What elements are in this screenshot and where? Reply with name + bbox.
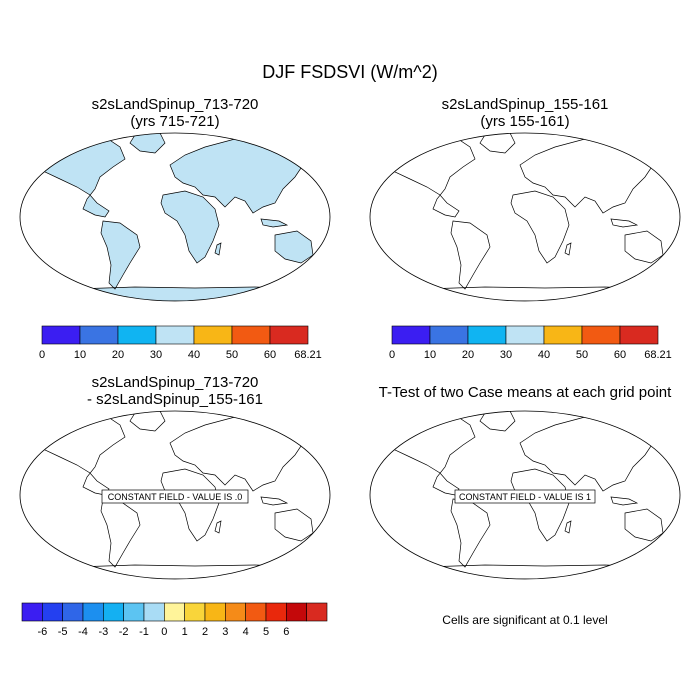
colorbar-swatch — [581, 325, 621, 345]
colorbar-tick-label: 50 — [576, 349, 588, 361]
colorbar-difference: -6 -5 -4 -3 -2 -1 0 1 2 3 4 5 6 — [21, 602, 328, 638]
panel-title-line2: - s2sLandSpinup_155-161 — [87, 391, 263, 408]
colorbar-tick-label: 3 — [222, 626, 228, 638]
panel-title-top-left: s2sLandSpinup_713-720 (yrs 715-721) — [20, 96, 330, 130]
colorbar-tick-label: 0 — [161, 626, 167, 638]
colorbar-swatch — [79, 325, 119, 345]
colorbar-swatch — [286, 602, 307, 622]
colorbar-top-left: 0 10 20 30 40 50 60 68.21 — [39, 325, 322, 361]
figure-title: DJF FSDSVI (W/m^2) — [262, 62, 438, 82]
colorbar-tick-label: -6 — [37, 626, 47, 638]
colorbar-swatch — [21, 602, 43, 622]
colorbar-top-right: 0 10 20 30 40 50 60 68.21 — [389, 325, 672, 361]
map-top-right — [369, 132, 681, 302]
panel-title-line1: s2sLandSpinup_713-720 — [91, 96, 259, 113]
colorbar-swatch — [62, 602, 84, 622]
panel-title-top-right: s2sLandSpinup_155-161 (yrs 155-161) — [370, 96, 680, 130]
colorbar-tick-label: 4 — [243, 626, 249, 638]
constant-field-box: CONSTANT FIELD - VALUE IS .0 — [101, 489, 249, 504]
colorbar-swatch — [117, 325, 157, 345]
colorbar-tick-label: 30 — [150, 349, 162, 361]
significance-note: Cells are significant at 0.1 level — [442, 613, 608, 627]
colorbar-tick-label: -4 — [78, 626, 88, 638]
colorbar-tick-label: 0 — [39, 349, 45, 361]
colorbar-tick-label: 60 — [614, 349, 626, 361]
colorbar-swatch — [467, 325, 507, 345]
colorbar-tick-label: -1 — [139, 626, 149, 638]
panel-title-line2: (yrs 155-161) — [480, 113, 570, 130]
colorbar-swatch — [619, 325, 659, 345]
constant-field-label: CONSTANT FIELD - VALUE IS .0 — [108, 492, 243, 502]
colorbar-swatch — [543, 325, 583, 345]
panel-title-line2: (yrs 715-721) — [130, 113, 220, 130]
constant-field-box: CONSTANT FIELD - VALUE IS 1 — [454, 489, 596, 504]
colorbar-tick-label: 10 — [424, 349, 436, 361]
map-bottom-left: CONSTANT FIELD - VALUE IS .0 — [19, 410, 331, 580]
colorbar-tick-label: 10 — [74, 349, 86, 361]
colorbar-swatch — [225, 602, 246, 622]
colorbar-tick-label: 2 — [202, 626, 208, 638]
colorbar-tick-label: -5 — [58, 626, 68, 638]
colorbar-tick-label: -3 — [98, 626, 108, 638]
colorbar-swatch — [123, 602, 145, 622]
colorbar-swatch — [143, 602, 165, 622]
colorbar-swatch — [103, 602, 124, 622]
colorbar-tick-label: 0 — [389, 349, 395, 361]
colorbar-tick-label: 20 — [462, 349, 474, 361]
colorbar-swatch — [231, 325, 271, 345]
colorbar-swatch — [505, 325, 545, 345]
colorbar-swatch — [42, 602, 63, 622]
colorbar-swatch — [41, 325, 81, 345]
constant-field-label: CONSTANT FIELD - VALUE IS 1 — [459, 492, 591, 502]
colorbar-tick-label: 30 — [500, 349, 512, 361]
panel-title-bottom-left: s2sLandSpinup_713-720 - s2sLandSpinup_15… — [20, 374, 330, 408]
colorbar-tick-label: 68.21 — [644, 349, 672, 361]
colorbar-swatch — [164, 602, 185, 622]
colorbar-swatch — [429, 325, 469, 345]
colorbar-swatch — [204, 602, 226, 622]
colorbar-tick-label: 20 — [112, 349, 124, 361]
colorbar-tick-label: 40 — [538, 349, 550, 361]
colorbar-tick-label: -2 — [119, 626, 129, 638]
colorbar-swatch — [184, 602, 206, 622]
colorbar-swatch — [82, 602, 104, 622]
colorbar-tick-label: 1 — [182, 626, 188, 638]
colorbar-swatch — [245, 602, 267, 622]
colorbar-tick-label: 5 — [263, 626, 269, 638]
colorbar-tick-label: 40 — [188, 349, 200, 361]
colorbar-tick-label: 60 — [264, 349, 276, 361]
panel-title-line1: s2sLandSpinup_155-161 — [441, 96, 609, 113]
colorbar-swatch — [265, 602, 287, 622]
panel-title-bottom-right: T-Test of two Case means at each grid po… — [378, 384, 672, 401]
colorbar-tick-label: 68.21 — [294, 349, 322, 361]
colorbar-tick-label: 6 — [283, 626, 289, 638]
colorbar-tick-label: 50 — [226, 349, 238, 361]
panel-title-line1: s2sLandSpinup_713-720 — [91, 374, 259, 391]
map-top-left — [19, 132, 331, 302]
colorbar-swatch — [269, 325, 309, 345]
colorbar-swatch — [155, 325, 195, 345]
colorbar-swatch — [391, 325, 431, 345]
map-bottom-right: CONSTANT FIELD - VALUE IS 1 — [369, 410, 681, 580]
colorbar-swatch — [193, 325, 233, 345]
colorbar-swatch — [306, 602, 328, 622]
